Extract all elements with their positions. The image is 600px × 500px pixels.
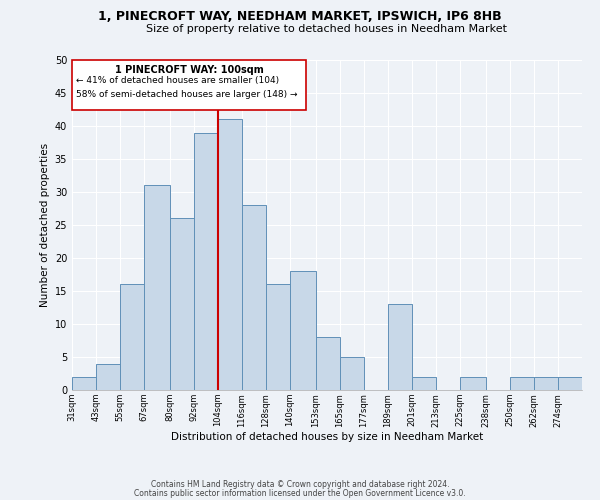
Text: Contains public sector information licensed under the Open Government Licence v3: Contains public sector information licen… (134, 489, 466, 498)
X-axis label: Distribution of detached houses by size in Needham Market: Distribution of detached houses by size … (171, 432, 483, 442)
Bar (290, 271, 316, 390)
Text: ← 41% of detached houses are smaller (104): ← 41% of detached houses are smaller (10… (76, 76, 279, 86)
Bar (510, 377, 534, 390)
Text: Contains HM Land Registry data © Crown copyright and database right 2024.: Contains HM Land Registry data © Crown c… (151, 480, 449, 489)
Bar (460, 377, 486, 390)
Bar (340, 357, 364, 390)
Title: Size of property relative to detached houses in Needham Market: Size of property relative to detached ho… (146, 24, 508, 34)
Bar (266, 284, 290, 390)
Bar (72, 377, 96, 390)
Bar (242, 205, 266, 390)
Bar (120, 284, 144, 390)
Y-axis label: Number of detached properties: Number of detached properties (40, 143, 50, 307)
Bar (170, 218, 194, 390)
Text: 58% of semi-detached houses are larger (148) →: 58% of semi-detached houses are larger (… (76, 90, 298, 98)
Text: 1, PINECROFT WAY, NEEDHAM MARKET, IPSWICH, IP6 8HB: 1, PINECROFT WAY, NEEDHAM MARKET, IPSWIC… (98, 10, 502, 23)
Bar (96, 364, 120, 390)
Bar (218, 120, 242, 390)
FancyBboxPatch shape (72, 60, 306, 110)
Bar (388, 304, 412, 390)
Bar (534, 377, 558, 390)
Text: 1 PINECROFT WAY: 100sqm: 1 PINECROFT WAY: 100sqm (115, 64, 263, 74)
Bar (144, 186, 170, 390)
Bar (316, 337, 340, 390)
Bar (558, 377, 582, 390)
Bar (194, 132, 218, 390)
Bar (412, 377, 436, 390)
